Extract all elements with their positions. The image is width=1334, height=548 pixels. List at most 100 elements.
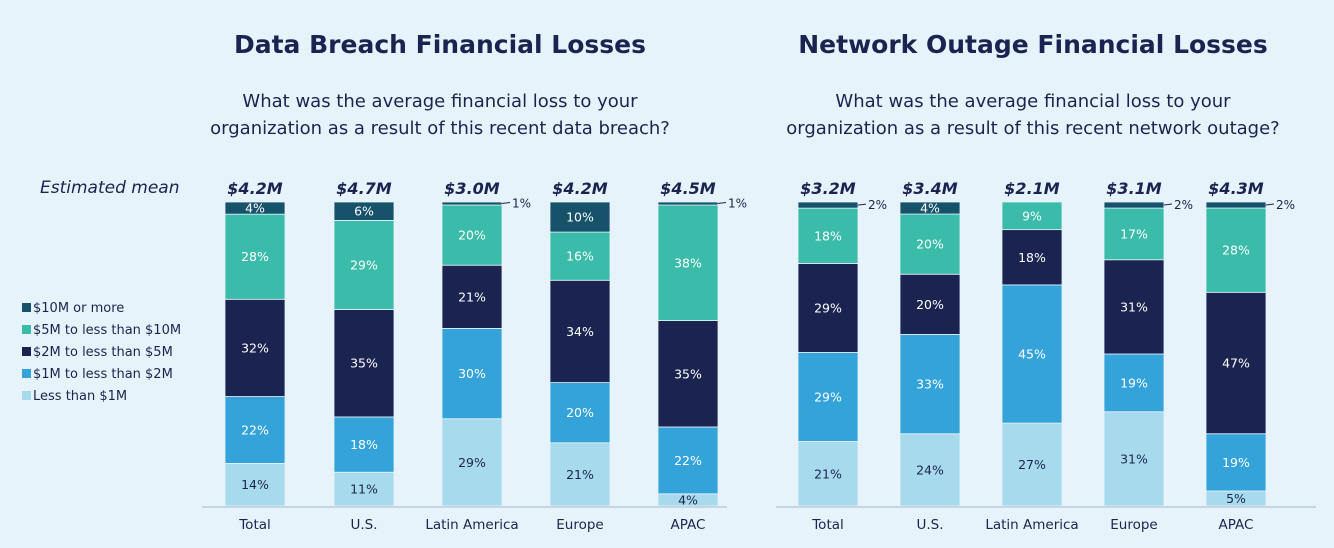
- legend-label-1: $5M to less than $10M: [33, 323, 181, 338]
- bar-segment-0-3-0: [549, 442, 611, 507]
- leader-line-1-3-4: [1163, 203, 1173, 206]
- bar-segment-1-1-4: [899, 201, 961, 215]
- segment-label-1-3-4: 2%: [1174, 198, 1193, 212]
- bar-segment-1-4-4: [1205, 201, 1267, 209]
- segment-label-0-4-0: 4%: [678, 492, 698, 507]
- mean-value-1-0: $3.2M: [800, 179, 855, 198]
- bar-segment-1-3-0: [1103, 411, 1165, 507]
- segment-label-1-2-2: 18%: [1018, 250, 1046, 265]
- segment-label-0-3-3: 16%: [566, 249, 594, 264]
- category-label-1-0: Total: [811, 517, 844, 533]
- chart-title-1: Network Outage Financial Losses: [798, 30, 1268, 59]
- chart-question-1-0: What was the average financial loss to y…: [835, 91, 1231, 112]
- segment-label-1-4-0: 5%: [1226, 491, 1246, 506]
- bar-segment-1-0-1: [797, 352, 859, 442]
- bar-segment-0-2-4: [441, 201, 503, 206]
- legend-swatch-3: [22, 369, 31, 378]
- bar-segment-0-2-0: [441, 418, 503, 507]
- segment-label-0-1-0: 11%: [350, 482, 378, 497]
- chart-title-0: Data Breach Financial Losses: [234, 30, 646, 59]
- leader-line-1-4-4: [1265, 203, 1275, 206]
- segment-label-1-2-0: 27%: [1018, 457, 1046, 472]
- mean-value-1-2: $2.1M: [1004, 179, 1059, 198]
- category-label-1-2: Latin America: [985, 517, 1078, 533]
- segment-label-1-1-2: 20%: [916, 297, 944, 312]
- bar-segment-0-1-4: [333, 201, 395, 221]
- bar-segment-1-3-4: [1103, 201, 1165, 209]
- mean-value-0-3: $4.2M: [552, 179, 607, 198]
- segment-label-0-2-3: 20%: [458, 228, 486, 243]
- bar-segment-1-4-2: [1205, 291, 1267, 435]
- segment-label-0-2-1: 30%: [458, 366, 486, 381]
- legend-swatch-4: [22, 391, 31, 400]
- segment-label-1-0-2: 29%: [814, 300, 842, 315]
- segment-label-1-0-3: 18%: [814, 228, 842, 243]
- segment-label-1-3-3: 17%: [1120, 226, 1148, 241]
- bar-segment-1-2-0: [1001, 422, 1063, 507]
- bar-segment-0-0-4: [224, 201, 286, 215]
- segment-label-1-4-2: 47%: [1222, 356, 1250, 371]
- category-label-1-3: Europe: [1110, 517, 1157, 533]
- legend-swatch-2: [22, 347, 31, 356]
- segment-label-0-4-3: 38%: [674, 255, 702, 270]
- category-label-0-0: Total: [238, 517, 271, 533]
- bar-segment-0-3-2: [549, 279, 611, 383]
- legend-label-4: Less than $1M: [33, 389, 127, 404]
- chart-question-0-1: organization as a result of this recent …: [210, 118, 670, 139]
- segment-label-1-4-3: 28%: [1222, 243, 1250, 258]
- segment-label-1-3-1: 19%: [1120, 375, 1148, 390]
- segment-label-1-1-3: 20%: [916, 237, 944, 252]
- segment-label-0-0-2: 32%: [241, 340, 269, 355]
- mean-value-0-4: $4.5M: [660, 179, 715, 198]
- segment-label-0-0-0: 14%: [241, 477, 269, 492]
- chart-question-1-1: organization as a result of this recent …: [786, 118, 1279, 139]
- segment-label-1-0-0: 21%: [814, 466, 842, 481]
- segment-label-1-4-4: 2%: [1276, 198, 1295, 212]
- category-label-1-1: U.S.: [916, 517, 943, 533]
- bar-segment-0-0-3: [224, 213, 286, 300]
- bar-segment-0-1-1: [333, 416, 395, 473]
- category-label-1-4: APAC: [1219, 517, 1254, 533]
- segment-label-0-0-3: 28%: [241, 249, 269, 264]
- segment-label-0-1-2: 35%: [350, 356, 378, 371]
- legend-label-2: $2M to less than $5M: [33, 345, 173, 360]
- segment-label-0-4-1: 22%: [674, 453, 702, 468]
- mean-value-1-3: $3.1M: [1106, 179, 1161, 198]
- segment-label-1-0-1: 29%: [814, 389, 842, 404]
- bar-segment-0-0-1: [224, 396, 286, 464]
- segment-label-0-3-0: 21%: [566, 467, 594, 482]
- bar-segment-0-2-1: [441, 328, 503, 420]
- segment-label-1-3-0: 31%: [1120, 451, 1148, 466]
- bar-segment-1-0-2: [797, 263, 859, 353]
- segment-label-0-2-0: 29%: [458, 455, 486, 470]
- bar-segment-0-3-3: [549, 231, 611, 281]
- category-label-0-4: APAC: [671, 517, 706, 533]
- bar-segment-1-1-3: [899, 213, 961, 275]
- legend-swatch-1: [22, 325, 31, 334]
- bar-segment-0-4-1: [657, 426, 719, 495]
- segment-label-0-1-3: 29%: [350, 257, 378, 272]
- bar-segment-0-1-0: [333, 471, 395, 507]
- bar-segment-0-4-4: [657, 201, 719, 206]
- bar-segment-1-1-0: [899, 433, 961, 507]
- segment-label-1-3-2: 31%: [1120, 299, 1148, 314]
- mean-value-0-1: $4.7M: [336, 179, 391, 198]
- category-label-0-1: U.S.: [350, 517, 377, 533]
- bar-segment-1-0-4: [797, 201, 859, 209]
- estimated-mean-label: Estimated mean: [40, 178, 180, 198]
- bar-segment-1-3-1: [1103, 353, 1165, 413]
- bar-segment-0-3-4: [549, 201, 611, 233]
- bar-segment-0-4-2: [657, 320, 719, 428]
- segment-label-0-3-1: 20%: [566, 405, 594, 420]
- segment-label-1-0-4: 2%: [868, 198, 887, 212]
- segment-label-0-0-1: 22%: [241, 423, 269, 438]
- segment-label-0-4-2: 35%: [674, 366, 702, 381]
- segment-label-1-2-1: 45%: [1018, 347, 1046, 362]
- bar-segment-0-2-3: [441, 204, 503, 266]
- legend-label-3: $1M to less than $2M: [33, 367, 173, 382]
- segment-label-0-1-1: 18%: [350, 437, 378, 452]
- category-label-0-2: Latin America: [425, 517, 518, 533]
- segment-label-1-1-1: 33%: [916, 377, 944, 392]
- segment-label-0-2-4: 1%: [512, 197, 531, 211]
